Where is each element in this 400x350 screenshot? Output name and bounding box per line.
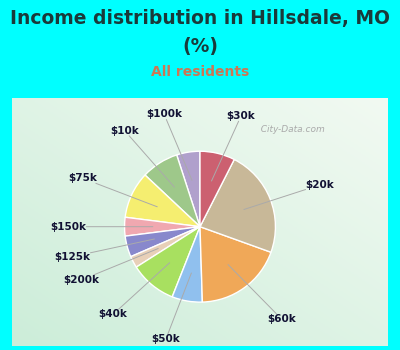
Wedge shape	[172, 227, 202, 302]
Wedge shape	[125, 227, 200, 257]
Text: $60k: $60k	[228, 265, 296, 324]
Text: Income distribution in Hillsdale, MO: Income distribution in Hillsdale, MO	[10, 9, 390, 28]
Text: $200k: $200k	[64, 248, 158, 285]
Wedge shape	[136, 227, 200, 297]
Wedge shape	[125, 175, 200, 227]
Wedge shape	[177, 151, 200, 227]
Wedge shape	[145, 155, 200, 227]
Text: (%): (%)	[182, 37, 218, 56]
Wedge shape	[200, 227, 271, 302]
Text: $30k: $30k	[212, 111, 255, 181]
Text: $10k: $10k	[110, 126, 174, 187]
Text: $50k: $50k	[152, 273, 191, 344]
Wedge shape	[124, 217, 200, 236]
Wedge shape	[131, 227, 200, 267]
Text: $150k: $150k	[50, 222, 153, 232]
Text: $100k: $100k	[146, 110, 192, 180]
Text: $125k: $125k	[54, 239, 154, 262]
Text: All residents: All residents	[151, 65, 249, 79]
Text: City-Data.com: City-Data.com	[255, 125, 325, 134]
Wedge shape	[200, 160, 276, 252]
Text: $75k: $75k	[68, 173, 157, 207]
Text: $40k: $40k	[99, 263, 170, 319]
Text: $20k: $20k	[244, 180, 334, 210]
Wedge shape	[200, 151, 234, 227]
